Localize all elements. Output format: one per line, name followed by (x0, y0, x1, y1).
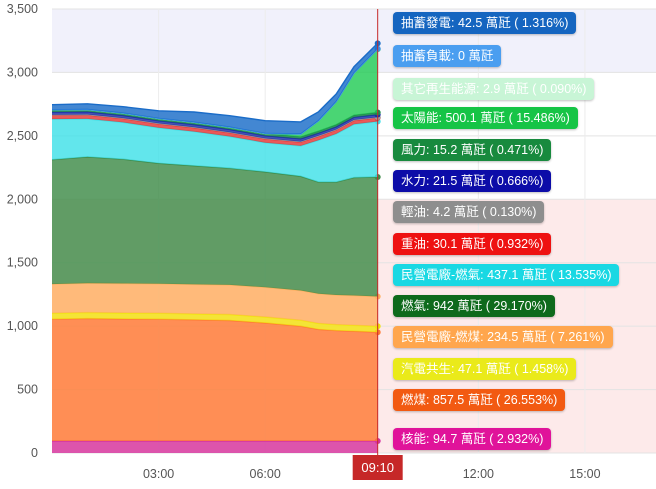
y-tick-label: 2,500 (7, 129, 38, 143)
x-tick-label: 15:00 (569, 467, 600, 481)
area-水力 (52, 111, 378, 142)
area-民營電廠-燃煤 (52, 283, 378, 327)
tooltip-item: 民營電廠-燃煤: 234.5 萬瓩 ( 7.261%) (393, 326, 613, 348)
area-民營電廠-燃氣 (52, 118, 378, 183)
y-axis: 0 500 1,000 1,500 2,000 2,500 3,000 3,500 (7, 2, 38, 460)
tooltip-item: 抽蓄負載: 0 萬瓩 (393, 45, 502, 67)
x-tick-label: 03:00 (143, 467, 174, 481)
line-民營電廠-燃煤 (51, 282, 378, 298)
tooltip-item: 燃煤: 857.5 萬瓩 ( 26.553%) (393, 389, 566, 411)
line-抽蓄發電 (51, 42, 379, 123)
area-汽電共生 (52, 312, 378, 333)
series-areas (51, 40, 381, 453)
tooltip-item: 汽電共生: 47.1 萬瓩 ( 1.458%) (393, 358, 577, 380)
y-tick-label: 3,000 (7, 65, 38, 79)
tooltip-item: 抽蓄發電: 42.5 萬瓩 ( 1.316%) (393, 12, 577, 34)
area-燃氣 (52, 156, 378, 297)
y-tick-label: 2,000 (7, 192, 38, 206)
time-cursor: 09:10 (352, 9, 403, 480)
tooltip-item: 太陽能: 500.1 萬瓩 ( 15.486%) (393, 107, 578, 129)
tooltip-item: 輕油: 4.2 萬瓩 ( 0.130%) (393, 201, 545, 223)
y-tick-label: 500 (17, 383, 38, 397)
y-tick-label: 1,500 (7, 256, 38, 270)
area-重油 (52, 115, 378, 146)
y-tick-label: 1,000 (7, 319, 38, 333)
area-抽蓄發電 (52, 43, 378, 134)
tooltip-item: 重油: 30.1 萬瓩 ( 0.932%) (393, 233, 552, 255)
cursor-time-label: 09:10 (361, 460, 394, 475)
tooltip-item: 水力: 21.5 萬瓩 ( 0.666%) (393, 170, 552, 192)
area-核能 (52, 441, 378, 453)
x-axis: 03:00 06:00 12:00 15:00 (143, 467, 601, 481)
tooltip-item: 民營電廠-燃氣: 437.1 萬瓩 ( 13.535%) (393, 264, 620, 286)
y-tick-label: 3,500 (7, 2, 38, 16)
area-燃煤 (52, 318, 378, 441)
x-tick-label: 12:00 (463, 467, 494, 481)
tooltip-item: 其它再生能源: 2.9 萬瓩 ( 0.090%) (393, 78, 595, 100)
x-tick-label: 06:00 (250, 467, 281, 481)
cursor-time-badge (352, 455, 403, 480)
y-tick-label: 0 (31, 446, 38, 460)
tooltip-item: 核能: 94.7 萬瓩 ( 2.932%) (393, 428, 552, 450)
tooltip-item: 風力: 15.2 萬瓩 ( 0.471%) (393, 139, 552, 161)
tooltip-item: 燃氣: 942 萬瓩 ( 29.170%) (393, 295, 555, 317)
